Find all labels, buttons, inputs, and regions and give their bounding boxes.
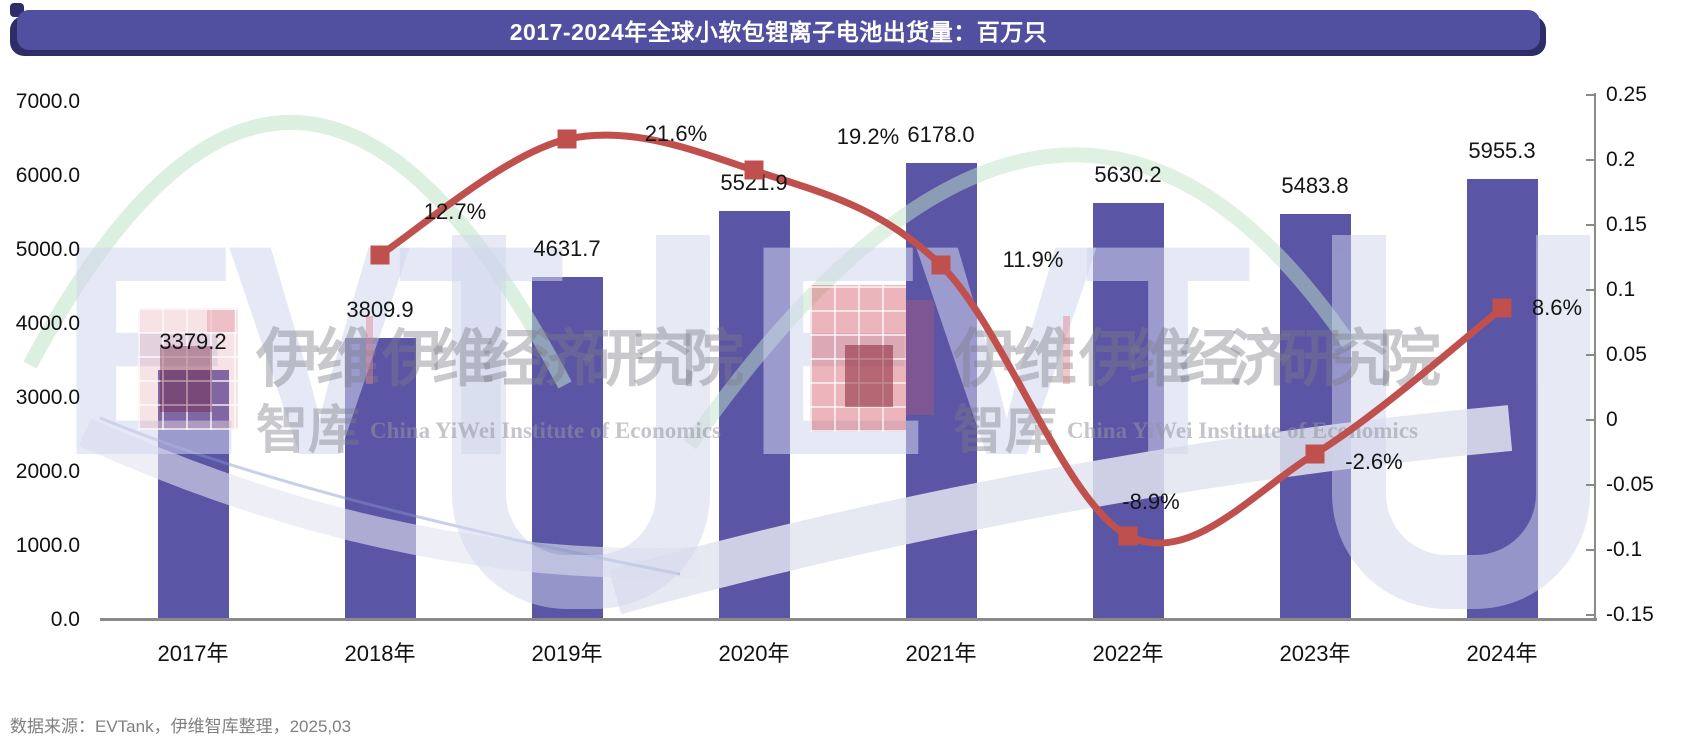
chart-title: 2017-2024年全球小软包锂离子电池出货量：百万只 xyxy=(509,19,1048,45)
bar-value-label: 3809.9 xyxy=(346,297,414,323)
left-axis-tick-label: 4000.0 xyxy=(15,312,80,335)
line-marker-2021年[interactable] xyxy=(931,255,951,275)
bar-value-label: 5955.3 xyxy=(1468,138,1536,164)
line-marker-2019年[interactable] xyxy=(557,129,577,149)
x-axis-label-2023年: 2023年 xyxy=(1279,641,1351,666)
left-axis-tick-label: 2000.0 xyxy=(15,460,80,483)
source-note: 数据来源：EVTank，伊维智库整理，2025,03 xyxy=(10,717,352,736)
green-arc-right xyxy=(683,147,1357,450)
growth-rate-label: 11.9% xyxy=(1002,247,1064,273)
right-axis-tick-mark xyxy=(1586,224,1595,226)
right-axis-tick-mark xyxy=(1586,159,1595,161)
right-axis-tick-mark xyxy=(1586,289,1595,291)
growth-rate-label: -8.9% xyxy=(1122,488,1180,514)
left-axis-tick-label: 7000.0 xyxy=(15,90,80,113)
growth-rate-label: 8.6% xyxy=(1531,295,1583,321)
bar-value-label: 6178.0 xyxy=(907,121,975,147)
bar-2024年[interactable] xyxy=(1466,179,1538,620)
bar-value-label: 3379.2 xyxy=(159,328,227,354)
right-axis-tick-mark xyxy=(1586,94,1595,96)
right-axis-tick-mark xyxy=(1586,614,1595,616)
growth-rate-label: -2.6% xyxy=(1345,448,1403,474)
right-axis-tick-label: -0.05 xyxy=(1606,473,1654,496)
left-axis-tick-label: 5000.0 xyxy=(15,238,80,261)
right-axis-tick-label: 0.1 xyxy=(1606,278,1636,301)
x-axis-label-2019年: 2019年 xyxy=(531,641,603,666)
right-axis-tick-mark xyxy=(1586,419,1595,421)
right-axis-tick-mark xyxy=(1586,484,1595,486)
bar-2021年[interactable] xyxy=(905,162,977,620)
x-axis-label-2020年: 2020年 xyxy=(718,641,790,666)
bar-value-label: 4631.7 xyxy=(533,236,601,262)
growth-rate-label: 19.2% xyxy=(836,124,900,150)
right-axis-tick-mark xyxy=(1586,354,1595,356)
x-axis-label-2022年: 2022年 xyxy=(1092,641,1164,666)
left-axis-tick-label: 6000.0 xyxy=(15,164,80,187)
left-axis-tick-label: 0.0 xyxy=(50,608,80,631)
right-axis-tick-label: 0.25 xyxy=(1606,83,1647,106)
bar-2018年[interactable] xyxy=(344,338,416,620)
bar-2022年[interactable] xyxy=(1092,203,1164,620)
x-axis-label-2021年: 2021年 xyxy=(905,641,977,666)
line-marker-2022年[interactable] xyxy=(1118,526,1138,546)
growth-rate-label: 21.6% xyxy=(644,121,708,147)
x-axis-label-2018年: 2018年 xyxy=(344,641,416,666)
growth-rate-label: 12.7% xyxy=(423,198,487,224)
line-marker-2023年[interactable] xyxy=(1305,444,1325,464)
line-marker-2024年[interactable] xyxy=(1492,298,1512,318)
blue-thin-arc xyxy=(99,416,681,576)
bar-value-label: 5483.8 xyxy=(1281,173,1349,199)
x-axis-label-2017年: 2017年 xyxy=(157,641,229,666)
right-axis-tick-label: 0.2 xyxy=(1606,148,1636,171)
right-axis-tick-label: 0.05 xyxy=(1606,343,1647,366)
x-axis-line xyxy=(100,618,1597,621)
right-axis-tick-label: -0.15 xyxy=(1606,603,1654,626)
right-axis-tick-mark xyxy=(1586,549,1595,551)
left-axis-tick-label: 1000.0 xyxy=(15,534,80,557)
x-axis-label-2024年: 2024年 xyxy=(1466,641,1538,666)
bar-value-label: 5630.2 xyxy=(1094,162,1162,188)
right-axis-tick-label: 0.15 xyxy=(1606,213,1647,236)
left-axis-tick-label: 3000.0 xyxy=(15,386,80,409)
line-marker-2018年[interactable] xyxy=(370,245,390,265)
title-banner: 2017-2024年全球小软包锂离子电池出货量：百万只 xyxy=(17,10,1540,50)
right-axis-tick-label: -0.1 xyxy=(1606,538,1643,561)
right-axis-line xyxy=(1594,93,1596,621)
right-axis-tick-label: 0 xyxy=(1606,408,1618,431)
line-marker-2020年[interactable] xyxy=(744,160,764,180)
